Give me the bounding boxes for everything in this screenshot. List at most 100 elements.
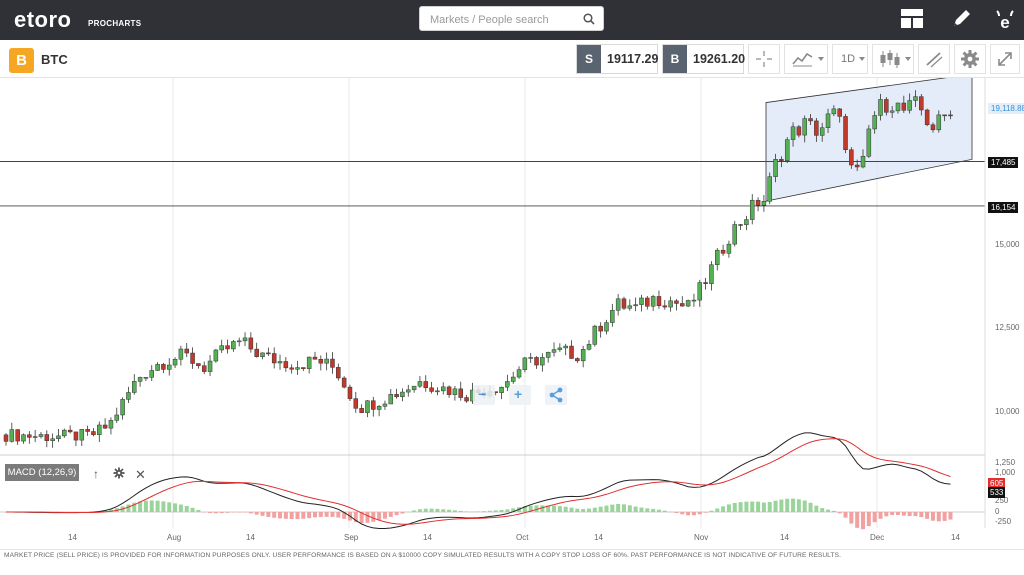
- histogram-bar: [225, 512, 230, 513]
- histogram-bar: [878, 512, 883, 519]
- candle-body: [452, 388, 458, 395]
- histogram-bar: [202, 512, 207, 513]
- zoom-in-button[interactable]: +: [509, 385, 531, 405]
- timeframe-dropdown[interactable]: 1D: [832, 44, 868, 74]
- histogram-bar: [278, 512, 283, 519]
- histogram-bar: [592, 507, 597, 512]
- histogram-bar: [103, 510, 108, 512]
- close-icon[interactable]: ✕: [135, 467, 146, 482]
- histogram-bar: [143, 500, 148, 512]
- histogram-bar: [318, 512, 323, 517]
- pencil-icon[interactable]: [951, 7, 973, 29]
- candle-body: [301, 367, 306, 369]
- search-input[interactable]: [428, 11, 582, 29]
- share-button[interactable]: [545, 385, 567, 405]
- buy-price-button[interactable]: B 19261.20: [662, 44, 745, 74]
- histogram-bar: [435, 508, 440, 512]
- candle-body: [394, 394, 399, 398]
- histogram-bar: [213, 512, 218, 514]
- line-chart-icon: [792, 52, 813, 67]
- indicators-button[interactable]: [872, 44, 914, 74]
- histogram-bar: [429, 508, 434, 512]
- macd-indicator-label[interactable]: MACD (12,26,9): [5, 464, 79, 481]
- candle-body: [773, 159, 778, 177]
- layout-icon[interactable]: [901, 9, 923, 28]
- drawing-tools-button[interactable]: [918, 44, 950, 74]
- histogram-bar: [738, 502, 743, 512]
- time-axis-label: Dec: [870, 533, 885, 542]
- macd-value-tag: 533: [988, 487, 1006, 498]
- arrow-up-icon[interactable]: ↑: [93, 467, 99, 481]
- candle-body: [563, 345, 568, 349]
- candle-body: [411, 385, 417, 391]
- candle-body: [201, 365, 207, 372]
- time-axis-label: 14: [68, 533, 77, 542]
- histogram-bar: [458, 510, 463, 512]
- macd-axis-tick: 1,250: [995, 458, 1016, 467]
- candle-body: [919, 96, 924, 111]
- histogram-bar: [283, 512, 288, 519]
- candle-body: [108, 420, 114, 429]
- candle-body: [341, 377, 347, 388]
- etoro-logo[interactable]: etoro: [14, 7, 72, 32]
- candle-body: [406, 389, 411, 393]
- histogram-bar: [452, 510, 457, 512]
- sell-price-button[interactable]: S 19117.29: [576, 44, 658, 74]
- candle-body: [114, 414, 120, 421]
- crosshair-button[interactable]: [748, 44, 780, 74]
- expand-icon: [998, 52, 1012, 66]
- histogram-bar: [464, 511, 469, 512]
- histogram-bar: [581, 509, 586, 512]
- histogram-bar: [831, 510, 836, 512]
- candle-body: [662, 305, 668, 308]
- macd-axis-tick: 1,000: [995, 468, 1016, 477]
- candle-body: [3, 434, 9, 442]
- histogram-bar: [913, 512, 918, 517]
- histogram-bar: [126, 504, 131, 512]
- gear-icon[interactable]: [113, 467, 125, 479]
- etoro-e-icon[interactable]: e: [993, 7, 1017, 31]
- chart-type-button[interactable]: [784, 44, 828, 74]
- candle-body: [872, 115, 877, 130]
- candle-body: [621, 298, 627, 309]
- candle-body: [312, 356, 318, 360]
- candle-body: [429, 387, 434, 392]
- histogram-bar: [534, 505, 539, 512]
- histogram-bar: [843, 512, 848, 518]
- candle-body: [499, 386, 504, 393]
- histogram-bar: [377, 512, 382, 521]
- histogram-bar: [826, 509, 831, 512]
- candle-body: [400, 391, 405, 398]
- candle-body: [446, 386, 452, 395]
- candle-body: [67, 429, 73, 433]
- histogram-bar: [575, 508, 580, 512]
- histogram-bar: [196, 509, 201, 512]
- candle-body: [79, 429, 85, 441]
- histogram-bar: [540, 505, 545, 512]
- candle-body: [236, 340, 242, 343]
- candle-body: [831, 108, 837, 115]
- histogram-bar: [388, 512, 393, 517]
- time-axis-label: 14: [594, 533, 603, 542]
- search-icon[interactable]: [583, 13, 595, 25]
- candle-body: [196, 363, 201, 366]
- zoom-out-button[interactable]: −: [473, 385, 495, 405]
- disclaimer-footer: MARKET PRICE (SELL PRICE) IS PROVIDED FO…: [0, 549, 1024, 575]
- histogram-bar: [312, 512, 317, 518]
- settings-button[interactable]: [954, 44, 986, 74]
- histogram-bar: [686, 512, 691, 516]
- histogram-bar: [668, 511, 673, 513]
- candle-body: [324, 358, 329, 364]
- histogram-bar: [633, 506, 638, 512]
- histogram-bar: [272, 512, 277, 518]
- candle-body: [248, 337, 254, 350]
- fullscreen-button[interactable]: [990, 44, 1020, 74]
- histogram-bar: [231, 512, 236, 513]
- search-box[interactable]: [419, 6, 604, 31]
- price-chart[interactable]: [0, 78, 1024, 549]
- candle-body: [767, 176, 772, 202]
- candle-body: [936, 114, 942, 131]
- candle-body: [761, 201, 767, 206]
- histogram-bar: [161, 501, 166, 512]
- candle-body: [668, 300, 673, 308]
